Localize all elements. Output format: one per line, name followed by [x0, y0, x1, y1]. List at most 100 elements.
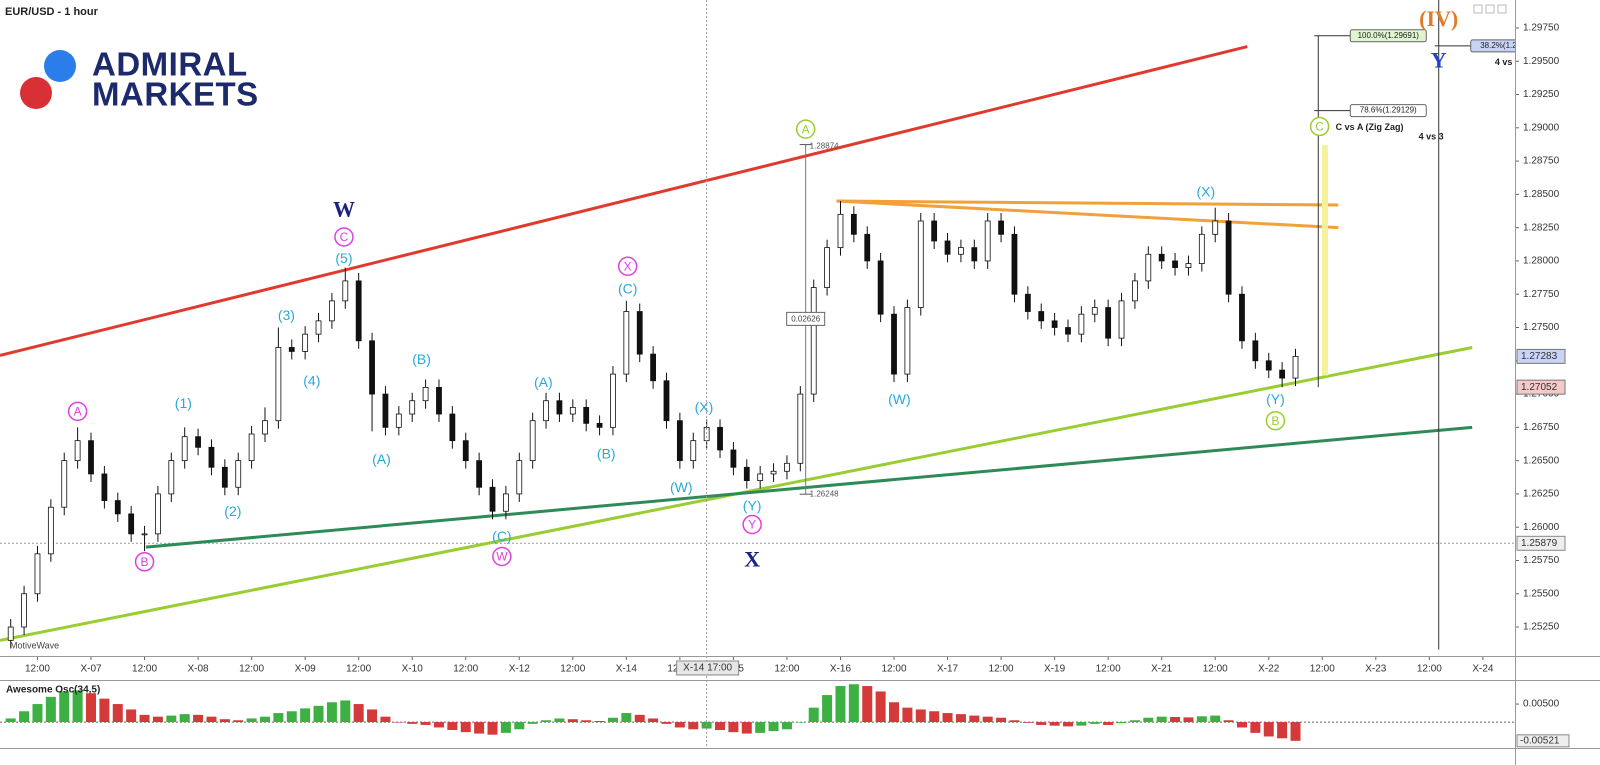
- x-tick-label: X-23: [1365, 664, 1387, 675]
- wave-label: W: [333, 196, 355, 221]
- osc-bar: [1223, 720, 1234, 723]
- osc-bar: [407, 722, 418, 724]
- osc-bar: [1089, 722, 1100, 724]
- candle-body: [168, 460, 175, 495]
- candle-body: [422, 387, 429, 402]
- candle-body: [529, 420, 536, 462]
- candle-body: [409, 400, 416, 415]
- osc-bar: [1143, 717, 1154, 723]
- wave-label: (B): [597, 446, 616, 462]
- candle-body: [636, 311, 643, 355]
- candle-body: [556, 400, 563, 415]
- wave-label: (3): [278, 307, 295, 323]
- osc-bar: [781, 722, 792, 730]
- osc-bar: [848, 684, 859, 723]
- fib-level-box: [1470, 39, 1515, 53]
- wave-label: (2): [224, 503, 241, 519]
- chart-title: EUR/USD - 1 hour: [5, 6, 99, 18]
- osc-bar: [795, 722, 806, 723]
- candle-body: [1132, 280, 1138, 302]
- wave-label: (1): [175, 395, 192, 411]
- wave-label: (W): [888, 391, 911, 407]
- osc-bar: [206, 716, 217, 723]
- osc-bar: [380, 716, 391, 723]
- osc-bar: [474, 722, 485, 734]
- candle-body: [971, 247, 978, 262]
- osc-bar: [1076, 722, 1087, 726]
- candle-body: [784, 462, 790, 472]
- osc-bar: [367, 709, 378, 723]
- osc-bar: [1196, 716, 1207, 723]
- candle-body: [850, 213, 857, 235]
- candle-body: [1292, 355, 1299, 379]
- wave-label: (B): [412, 351, 431, 367]
- x-tick-label: X-08: [188, 664, 210, 675]
- target-zone: [1321, 145, 1328, 376]
- osc-bar: [541, 720, 552, 723]
- candle-body: [958, 247, 964, 255]
- candle-body: [824, 247, 830, 288]
- price-tag: [1516, 348, 1566, 364]
- osc-bar: [1036, 722, 1047, 725]
- fib-level-label: 38.2%(1.29615): [1480, 41, 1537, 50]
- candle-body: [676, 420, 683, 462]
- y-tick-label: 1.29750: [1523, 23, 1560, 34]
- osc-bar: [1250, 722, 1261, 733]
- x-tick-label: X-17: [937, 664, 959, 675]
- candle-body: [355, 280, 362, 342]
- candle-body: [275, 347, 282, 422]
- candle-body: [1172, 260, 1178, 268]
- osc-bar: [527, 722, 538, 724]
- candle-body: [235, 460, 242, 488]
- osc-bar: [1236, 722, 1247, 728]
- x-tick-label: 12:00: [346, 664, 371, 675]
- osc-bar: [340, 700, 351, 723]
- osc-bar: [326, 702, 337, 723]
- osc-bar: [45, 696, 56, 723]
- wave-label: B: [141, 555, 149, 569]
- osc-bar: [862, 686, 873, 723]
- osc-y-tick-label: 0.00500: [1523, 699, 1560, 710]
- y-tick-label: 1.28750: [1523, 156, 1560, 167]
- osc-bar: [996, 717, 1007, 723]
- candle-body: [757, 473, 764, 481]
- x-tick-label: X-19: [1044, 664, 1066, 675]
- osc-bar: [1156, 716, 1167, 723]
- wave-label: (X): [695, 399, 714, 415]
- candle-body: [1252, 340, 1259, 362]
- candle-body: [904, 307, 911, 375]
- icon: [1473, 4, 1483, 14]
- wave-circle: [134, 552, 155, 572]
- trendline: [836, 199, 1339, 207]
- osc-bar: [875, 691, 886, 723]
- y-tick-label: 1.29500: [1523, 56, 1560, 67]
- candle-body: [382, 393, 389, 428]
- osc-bar: [969, 715, 980, 723]
- candle-body: [1279, 369, 1286, 379]
- osc-bar: [393, 722, 404, 723]
- fib-level-label: 100.0%(1.29691): [1358, 31, 1420, 40]
- wave-label: (W): [670, 479, 693, 495]
- candle-body: [436, 387, 442, 415]
- wave-circle: [67, 401, 88, 422]
- osc-bar: [661, 722, 672, 724]
- osc-bar: [460, 722, 471, 733]
- osc-bar: [581, 720, 592, 723]
- osc-bar: [1049, 722, 1060, 726]
- x-tick-label: 12:00: [25, 664, 50, 675]
- osc-bar: [32, 704, 43, 723]
- x-tick-label: X-07: [80, 664, 102, 675]
- candle-body: [489, 486, 496, 512]
- osc-bar: [902, 707, 913, 723]
- wave-label: A: [74, 405, 82, 419]
- wave-circle: [742, 514, 762, 535]
- osc-bar: [889, 702, 900, 723]
- y-tick-label: 1.26750: [1523, 422, 1560, 433]
- candle-body: [984, 220, 991, 262]
- candle-body: [650, 353, 657, 382]
- candle-body: [141, 533, 148, 536]
- osc-bar: [126, 709, 137, 723]
- osc-bar: [1183, 717, 1194, 723]
- watermark: MotiveWave: [10, 640, 59, 650]
